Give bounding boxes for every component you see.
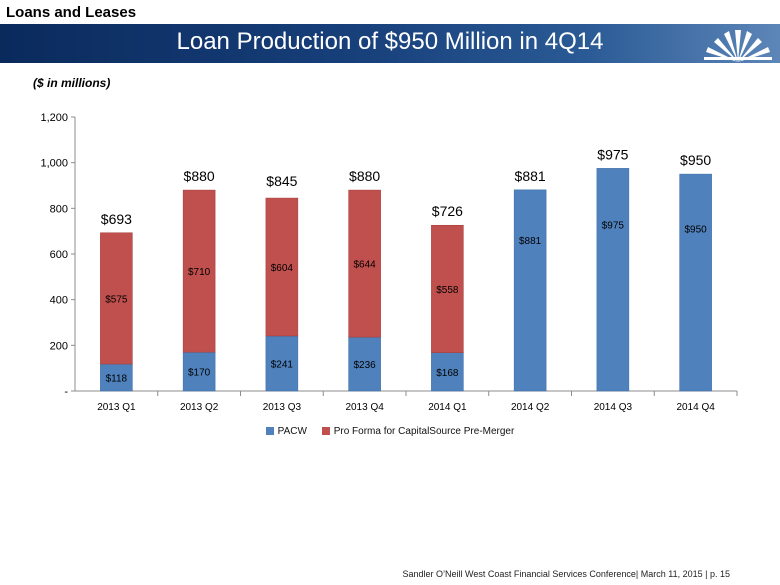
legend-item-pacw: PACW [265,426,307,437]
loan-production-chart: - 200 400 600 800 1,000 1,200 2013 Q1 $118 $575 $6… [40,112,738,413]
legend-swatch-proforma [321,427,330,436]
bar-segment-proforma [431,224,464,353]
total-label: $693 [101,211,132,227]
total-label: $845 [266,173,297,189]
total-label: $880 [349,168,380,184]
section-label: Loans and Leases [6,4,137,21]
bar-segment-pacw [513,189,547,392]
y-tick-label: 1,000 [40,158,68,170]
legend-item-proforma: Pro Forma for CapitalSource Pre-Merger [321,426,515,437]
total-label: $726 [432,203,463,219]
bar-segment-pacw [679,173,712,392]
x-tick-label: 2013 Q1 [97,402,136,413]
data-label-proforma: $644 [354,260,377,271]
data-label-pacw: $168 [436,368,459,379]
data-label-proforma: $710 [188,267,211,278]
data-label-pacw: $975 [602,220,625,231]
x-tick-label: 2013 Q3 [263,402,302,413]
bar-segment-pacw [596,168,630,392]
y-tick-label: 600 [50,249,68,261]
x-tick-label: 2014 Q3 [594,402,633,413]
data-label-pacw: $881 [519,236,542,247]
data-label-proforma: $604 [271,263,294,274]
title-banner: Loan Production of $950 Million in 4Q14 [0,24,780,63]
bar-segment-proforma [348,189,381,338]
total-label: $881 [515,168,546,184]
legend-label-proforma: Pro Forma for CapitalSource Pre-Merger [333,426,515,437]
data-label-pacw: $241 [271,359,294,370]
y-tick-label: 1,200 [40,112,68,124]
x-tick-label: 2014 Q1 [428,402,467,413]
x-tick-label: 2014 Q2 [511,402,550,413]
page-title: Loan Production of $950 Million in 4Q14 [176,28,604,55]
bar-segment-proforma [100,232,133,365]
sunburst-logo-icon [704,30,772,62]
legend-swatch-pacw [265,427,274,436]
legend-label-pacw: PACW [277,426,307,437]
data-label-proforma: $558 [436,285,459,296]
total-label: $975 [597,146,628,162]
y-tick-label: 400 [50,295,68,307]
data-label-pacw: $118 [106,374,128,385]
y-tick-label: 200 [50,340,68,352]
bar-segment-pacw [348,336,381,392]
total-label: $950 [680,152,711,168]
bar-segment-pacw [182,351,216,392]
x-tick-label: 2013 Q4 [345,402,384,413]
x-tick-label: 2014 Q4 [676,402,715,413]
bar-segment-proforma [265,197,299,337]
y-tick-label: 800 [50,203,68,215]
units-note: ($ in millions) [33,76,111,90]
bar-segment-proforma [182,189,216,353]
data-label-pacw: $170 [188,368,211,379]
data-label-pacw: $950 [685,225,708,236]
x-tick-label: 2013 Q2 [180,402,219,413]
data-label-pacw: $236 [354,360,377,371]
bar-segment-pacw [431,352,464,392]
total-label: $880 [184,168,215,184]
data-label-proforma: $575 [105,294,128,305]
y-tick-label: - [64,386,68,398]
chart-legend: PACW Pro Forma for CapitalSource Pre-Mer… [0,426,780,437]
bar-segment-pacw [265,335,299,392]
footer-text: Sandler O’Neill West Coast Financial Ser… [402,569,731,579]
